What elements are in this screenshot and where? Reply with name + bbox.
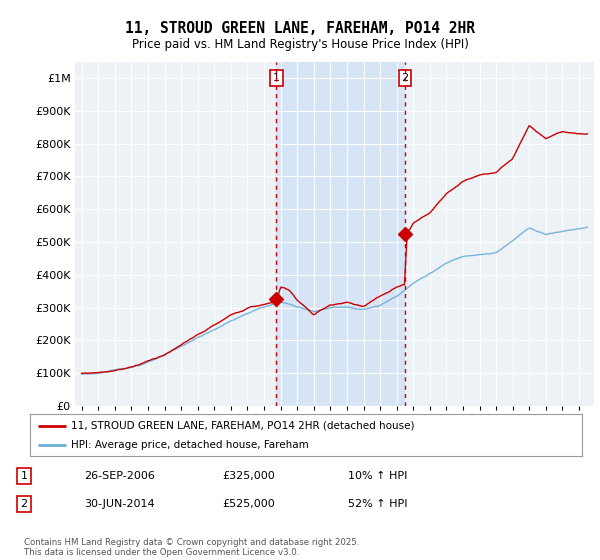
Text: £525,000: £525,000 bbox=[222, 499, 275, 509]
Text: 52% ↑ HPI: 52% ↑ HPI bbox=[348, 499, 407, 509]
Text: 11, STROUD GREEN LANE, FAREHAM, PO14 2HR: 11, STROUD GREEN LANE, FAREHAM, PO14 2HR bbox=[125, 21, 475, 36]
Text: 2: 2 bbox=[401, 73, 409, 83]
Text: 1: 1 bbox=[20, 471, 28, 481]
Text: Price paid vs. HM Land Registry's House Price Index (HPI): Price paid vs. HM Land Registry's House … bbox=[131, 38, 469, 51]
Text: HPI: Average price, detached house, Fareham: HPI: Average price, detached house, Fare… bbox=[71, 440, 309, 450]
Bar bbox=[277, 62, 405, 406]
Text: 10% ↑ HPI: 10% ↑ HPI bbox=[348, 471, 407, 481]
Text: Contains HM Land Registry data © Crown copyright and database right 2025.
This d: Contains HM Land Registry data © Crown c… bbox=[24, 538, 359, 557]
Text: 30-JUN-2014: 30-JUN-2014 bbox=[84, 499, 155, 509]
Text: £325,000: £325,000 bbox=[222, 471, 275, 481]
Text: 2: 2 bbox=[20, 499, 28, 509]
Text: 26-SEP-2006: 26-SEP-2006 bbox=[84, 471, 155, 481]
Text: 11, STROUD GREEN LANE, FAREHAM, PO14 2HR (detached house): 11, STROUD GREEN LANE, FAREHAM, PO14 2HR… bbox=[71, 421, 415, 431]
Text: 1: 1 bbox=[273, 73, 280, 83]
